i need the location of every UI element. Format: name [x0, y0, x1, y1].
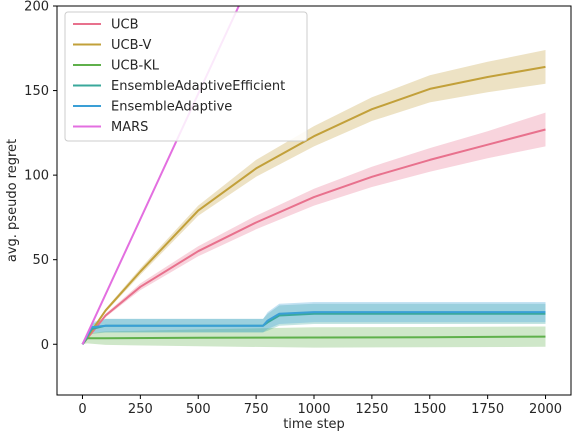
series-line-4	[81, 311, 546, 345]
x-tick-label-4: 1000	[297, 402, 330, 417]
y-tick-label-4: 200	[24, 0, 49, 15]
series-line-0	[81, 128, 546, 345]
series-lines	[81, 6, 546, 345]
legend-label-4: EnsembleAdaptive	[111, 100, 232, 115]
x-tick-label-2: 500	[186, 402, 211, 417]
x-tick-label-0: 0	[78, 402, 86, 417]
x-tick-label-1: 250	[128, 402, 153, 417]
series-line-1	[81, 65, 546, 345]
y-axis-label: avg. pseudo regret	[5, 139, 20, 262]
legend-label-0: UCB	[111, 18, 139, 33]
y-tick-label-3: 150	[24, 84, 49, 99]
x-tick-label-6: 1500	[413, 402, 446, 417]
legend-box	[64, 11, 308, 142]
x-tick-label-8: 2000	[529, 402, 562, 417]
legend-label-3: EnsembleAdaptiveEfficient	[111, 79, 285, 94]
band-1	[82, 50, 546, 345]
y-tick-label-0: 0	[41, 338, 49, 353]
x-tick-label-5: 1250	[355, 402, 388, 417]
y-tick-label-2: 100	[24, 169, 49, 184]
x-tick-label-7: 1750	[471, 402, 504, 417]
legend-label-2: UCB-KL	[111, 59, 160, 74]
y-axis: 0 50 100 150 200	[24, 0, 57, 353]
x-axis: 0 250 500 750 1000 1250 1500 1750 2000	[78, 395, 562, 417]
legend-label-5: MARS	[111, 120, 148, 135]
legend: UCB UCB-V UCB-KL EnsembleAdaptiveEfficient E…	[64, 11, 308, 142]
band-0	[82, 112, 546, 345]
legend-label-1: UCB-V	[111, 38, 151, 53]
x-tick-label-3: 750	[244, 402, 269, 417]
y-tick-label-1: 50	[32, 253, 49, 268]
x-axis-label: time step	[283, 417, 345, 432]
